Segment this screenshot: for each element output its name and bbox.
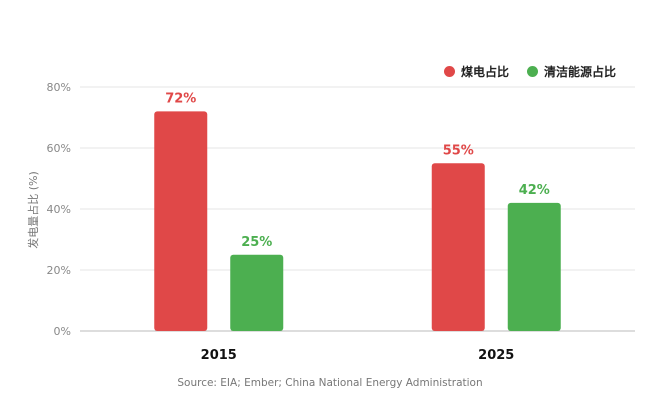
y-axis-label: 发电量占比 (%) xyxy=(26,171,40,249)
legend-label-clean: 清洁能源占比 xyxy=(543,65,616,79)
x-tick-label: 2015 xyxy=(201,348,237,363)
bar xyxy=(507,202,561,331)
bar xyxy=(154,111,208,332)
bar-value-label: 25% xyxy=(241,235,272,250)
y-tick-label: 0% xyxy=(54,325,71,338)
legend-swatch-coal xyxy=(443,66,455,77)
y-tick-label: 20% xyxy=(47,264,71,277)
source-note: Source: EIA; Ember; China National Energ… xyxy=(177,377,483,389)
bar xyxy=(431,163,485,331)
y-tick-label: 80% xyxy=(47,81,71,94)
legend-item-coal: 煤电占比 xyxy=(443,63,509,80)
bar-value-label: 72% xyxy=(165,91,196,106)
bars xyxy=(154,111,561,332)
bar-value-labels: 72% 25% 55% 42% xyxy=(165,91,550,249)
legend-item-clean: 清洁能源占比 xyxy=(526,63,616,80)
bar xyxy=(230,254,284,331)
x-tick-labels: 2015 2025 xyxy=(201,348,515,363)
y-tick-label: 60% xyxy=(47,142,71,155)
bar-value-label: 42% xyxy=(519,183,550,198)
legend-label-coal: 煤电占比 xyxy=(460,65,509,79)
x-tick-label: 2025 xyxy=(478,348,514,363)
bar-value-label: 55% xyxy=(443,143,474,158)
y-tick-labels: 0% 20% 40% 60% 80% xyxy=(47,81,71,338)
legend-swatch-clean xyxy=(526,66,538,77)
legend: 煤电占比 清洁能源占比 xyxy=(443,63,616,80)
y-tick-label: 40% xyxy=(47,203,71,216)
